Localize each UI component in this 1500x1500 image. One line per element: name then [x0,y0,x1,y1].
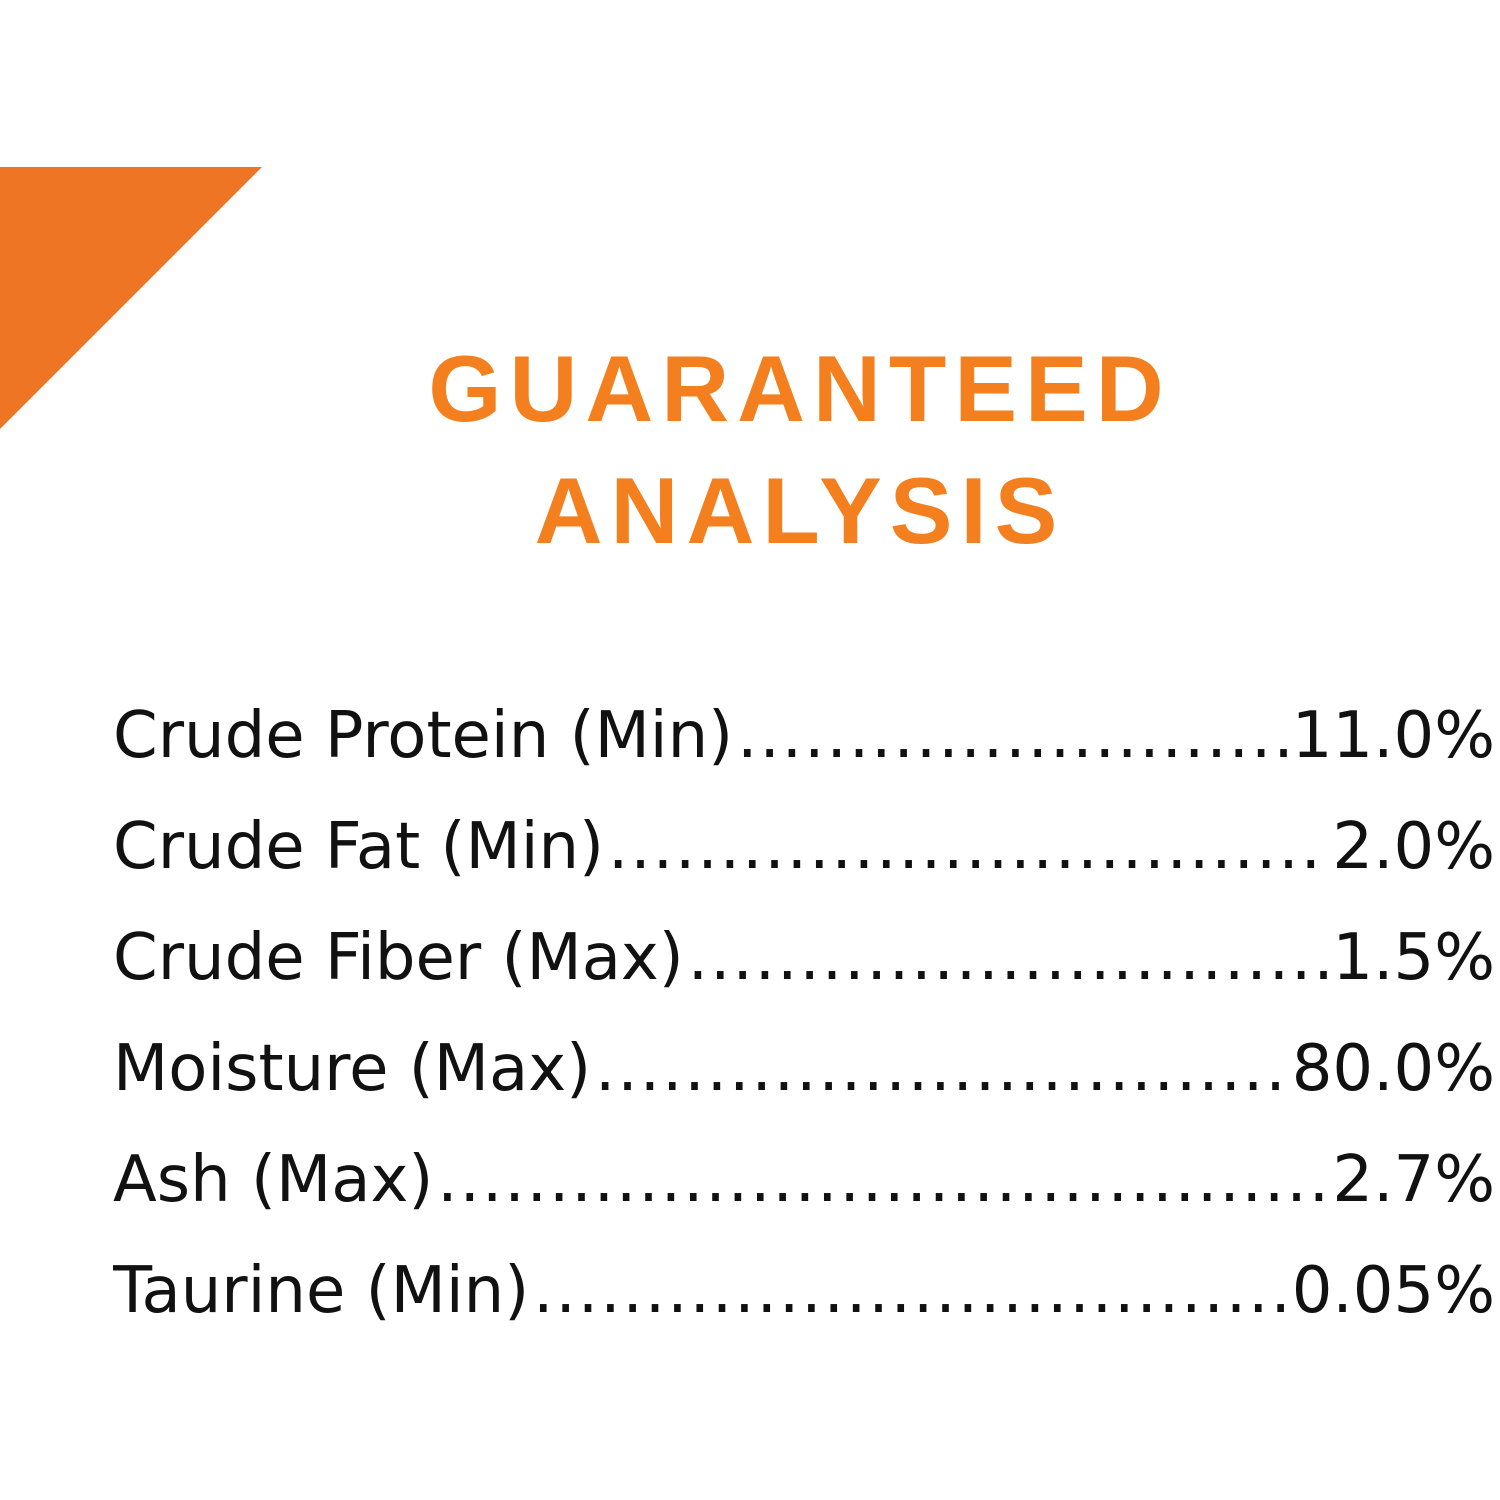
title-line-2: ANALYSIS [534,458,1066,563]
nutrient-value: 0.05% [1291,1254,1495,1328]
nutrient-value: 11.0% [1291,699,1495,773]
analysis-row-moisture: Moisture (Max) 80.0% [113,1014,1495,1125]
page-title: GUARANTEED ANALYSIS [0,328,1500,572]
dot-leader [533,1236,1288,1347]
analysis-row-crude-protein: Crude Protein (Min) 11.0% [113,681,1495,792]
nutrient-value: 80.0% [1291,1032,1495,1106]
dot-leader [688,903,1329,1014]
nutrient-value: 1.5% [1332,921,1495,995]
nutrient-label: Crude Fiber (Max) [113,921,684,995]
dot-leader [737,681,1288,792]
nutrient-value: 2.7% [1332,1143,1495,1217]
analysis-row-crude-fat: Crude Fat (Min) 2.0% [113,792,1495,903]
analysis-row-taurine: Taurine (Min) 0.05% [113,1236,1495,1347]
dot-leader [608,792,1328,903]
orange-corner-triangle [0,167,262,429]
nutrient-label: Taurine (Min) [113,1254,530,1328]
dot-leader [437,1125,1328,1236]
nutrient-label: Ash (Max) [113,1143,434,1217]
nutrient-label: Moisture (Max) [113,1032,592,1106]
analysis-row-crude-fiber: Crude Fiber (Max) 1.5% [113,903,1495,1014]
nutrient-label: Crude Fat (Min) [113,810,604,884]
title-line-1: GUARANTEED [428,336,1172,441]
nutrient-value: 2.0% [1332,810,1495,884]
analysis-row-ash: Ash (Max) 2.7% [113,1125,1495,1236]
dot-leader [595,1014,1288,1125]
analysis-list: Crude Protein (Min) 11.0% Crude Fat (Min… [113,681,1495,1347]
nutrient-label: Crude Protein (Min) [113,699,734,773]
